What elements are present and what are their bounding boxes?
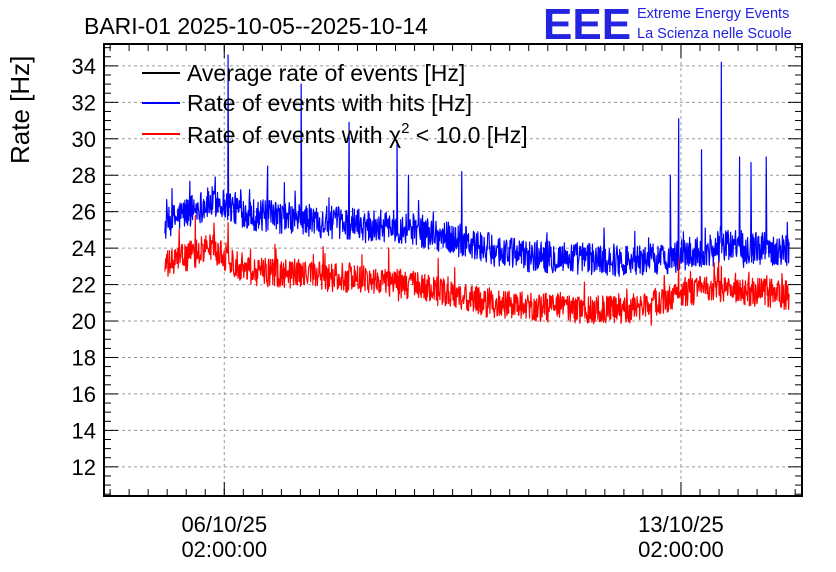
logo-mark: EEE <box>543 0 631 49</box>
legend-label-average: Average rate of events [Hz] <box>187 60 465 86</box>
legend-label-hits: Rate of events with hits [Hz] <box>187 90 472 116</box>
y-tick-label: 20 <box>72 309 96 334</box>
legend-chi2-superscript: 2 <box>401 120 409 137</box>
legend-chi2-symbol: χ <box>389 122 401 148</box>
x-tick-label-date: 13/10/25 <box>638 512 724 537</box>
axes: 12141618202224262830323406/10/2502:00:00… <box>72 43 803 562</box>
y-tick-label: 16 <box>72 382 96 407</box>
eee-logo: EEE Extreme Energy Events La Scienza nel… <box>543 0 792 49</box>
series-lines <box>164 54 790 326</box>
y-tick-label: 30 <box>72 127 96 152</box>
y-axis-label: Rate [Hz] <box>5 56 35 164</box>
legend-label-chi2: Rate of events with χ2 < 10.0 [Hz] <box>187 120 528 148</box>
y-tick-label: 18 <box>72 345 96 370</box>
y-tick-label: 14 <box>72 418 96 443</box>
series-line-0 <box>164 54 790 277</box>
legend-chi2-prefix: Rate of events with <box>187 122 389 148</box>
legend-chi2-suffix: < 10.0 [Hz] <box>409 122 527 148</box>
legend: Average rate of events [Hz] Rate of even… <box>142 60 528 148</box>
x-tick-label-time: 02:00:00 <box>638 537 724 562</box>
y-tick-label: 32 <box>72 90 96 115</box>
y-tick-label: 28 <box>72 163 96 188</box>
y-tick-label: 24 <box>72 236 96 261</box>
chart-title: BARI-01 2025-10-05--2025-10-14 <box>84 13 428 39</box>
x-tick-label-time: 02:00:00 <box>181 537 267 562</box>
series-line-1 <box>164 214 790 326</box>
logo-line-1: Extreme Energy Events <box>637 6 789 22</box>
y-tick-label: 12 <box>72 455 96 480</box>
logo-line-2: La Scienza nelle Scuole <box>637 26 792 42</box>
y-tick-label: 22 <box>72 273 96 298</box>
y-tick-label: 26 <box>72 200 96 225</box>
x-tick-label-date: 06/10/25 <box>181 512 267 537</box>
y-tick-label: 34 <box>72 54 96 79</box>
